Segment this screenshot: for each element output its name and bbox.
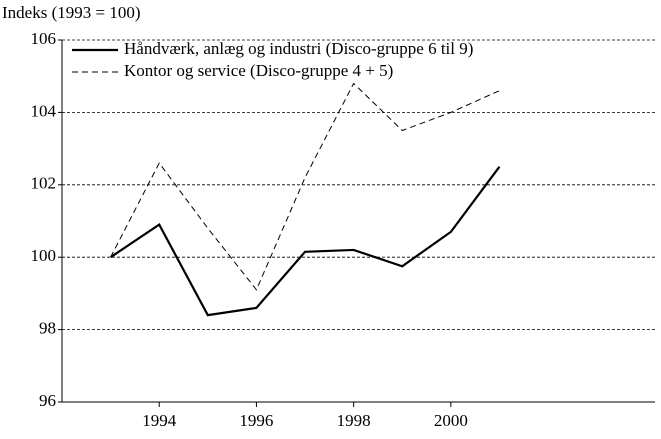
y-axis-label: Indeks (1993 = 100)	[2, 3, 140, 22]
legend-label: Håndværk, anlæg og industri (Disco-grupp…	[124, 39, 473, 58]
x-tick-label: 1998	[337, 411, 371, 430]
y-tick-label: 104	[31, 101, 57, 120]
legend-label: Kontor og service (Disco-gruppe 4 + 5)	[124, 61, 393, 80]
x-tick-label: 2000	[434, 411, 468, 430]
y-tick-label: 106	[31, 29, 57, 48]
series-line	[110, 82, 500, 291]
y-tick-label: 102	[31, 174, 57, 193]
series-line	[109, 166, 501, 317]
y-tick-label: 98	[39, 319, 56, 338]
y-tick-label: 96	[39, 391, 56, 410]
x-tick-label: 1994	[142, 411, 177, 430]
y-tick-label: 100	[31, 246, 57, 265]
x-tick-label: 1996	[239, 411, 273, 430]
